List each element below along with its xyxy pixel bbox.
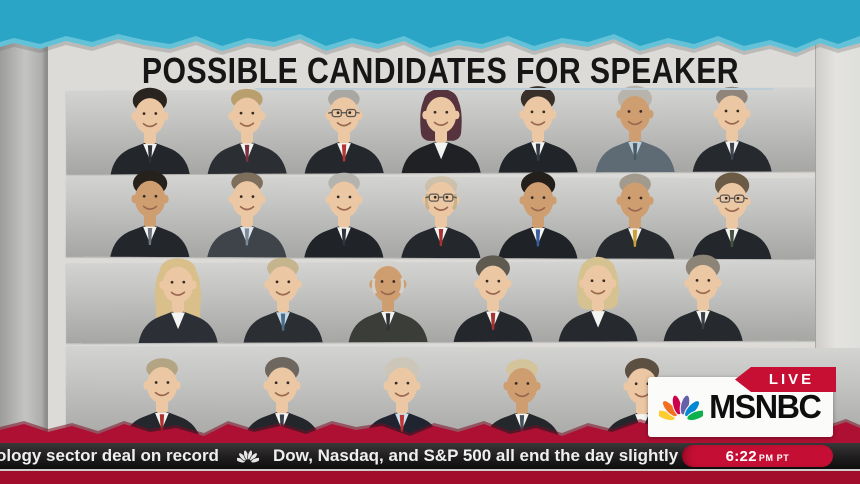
candidate-headshot	[491, 156, 583, 259]
candidate-headshot	[236, 341, 328, 444]
bottom-red-strip	[0, 469, 860, 484]
candidate-headshot	[552, 239, 644, 342]
title-underline	[255, 88, 773, 90]
candidate-headshot	[491, 70, 583, 173]
candidate-headshot	[685, 157, 777, 260]
grid-row	[65, 170, 816, 260]
candidate-headshot	[103, 155, 195, 258]
candidate-headshot	[297, 156, 389, 258]
ticker-text-left: ology sector deal on record	[0, 446, 219, 465]
candidate-headshot	[356, 342, 448, 444]
candidate-headshot	[685, 70, 777, 172]
msnbc-wordmark: MSNBC	[709, 388, 822, 425]
candidate-headshot	[394, 71, 486, 174]
candidate-headshot	[200, 155, 292, 258]
candidate-headshot	[237, 240, 329, 343]
msnbc-peacock-icon	[659, 394, 704, 421]
page-title: POSSIBLE CANDIDATES FOR SPEAKER	[141, 50, 740, 91]
timestamp-suffix: PM PT	[758, 452, 790, 463]
candidate-headshot	[132, 241, 224, 344]
grid-row	[65, 254, 816, 344]
candidate-headshot	[476, 342, 568, 445]
live-label: LIVE	[768, 371, 815, 388]
candidate-headshot	[116, 341, 208, 444]
candidate-headshot	[588, 70, 680, 173]
nbc-peacock-icon	[236, 449, 259, 463]
candidate-headshot	[657, 239, 749, 342]
candidate-headshot	[297, 71, 389, 174]
candidate-headshot	[588, 157, 680, 259]
timestamp-badge: 6:22 PM PT	[682, 445, 833, 467]
candidate-headshot	[200, 72, 292, 175]
ticker-text-right: Dow, Nasdaq, and S&P 500 all end the day…	[272, 446, 679, 465]
candidate-headshot	[447, 240, 539, 342]
paper-left-margin	[0, 0, 48, 484]
candidate-headshot	[103, 72, 195, 175]
candidate-headshot	[394, 156, 486, 259]
live-badge: LIVE	[735, 367, 836, 392]
grid-row	[65, 85, 816, 175]
candidate-headshot	[342, 240, 434, 343]
timestamp-time: 6:22	[725, 447, 757, 465]
